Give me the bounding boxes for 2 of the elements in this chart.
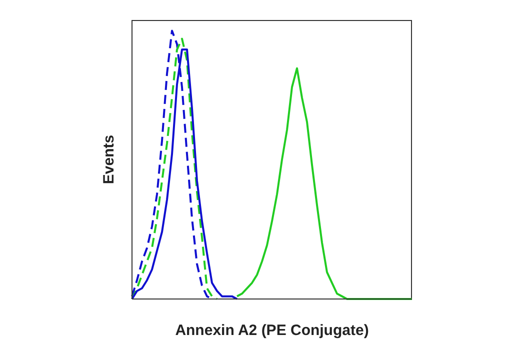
x-axis-title: Annexin A2 (PE Conjugate)	[175, 322, 369, 339]
y-axis-title: Events	[100, 134, 118, 184]
